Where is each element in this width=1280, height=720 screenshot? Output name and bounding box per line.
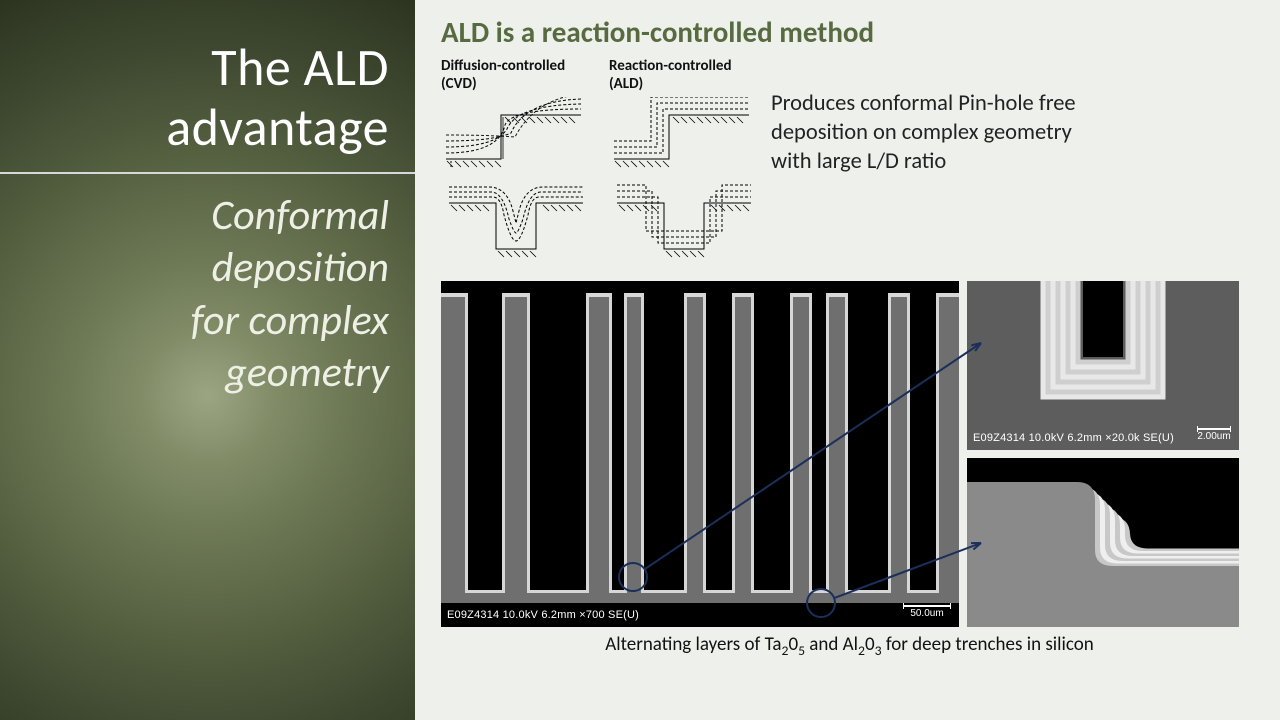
subtitle-line: Conformal (211, 190, 389, 241)
sem-main-scalebar: 50.0um (903, 605, 951, 619)
sem-detail-layers-icon (967, 281, 1239, 450)
sem-image-row: E09Z4314 10.0kV 6.2mm ×700 SE(U) 50.0um … (441, 281, 1258, 627)
ald-column: Reaction-controlled (ALD) (609, 58, 759, 267)
diagram-group: Diffusion-controlled (CVD) (441, 58, 759, 267)
cap-text: 0 (865, 633, 875, 656)
diagram-row: Diffusion-controlled (CVD) (441, 58, 1258, 267)
sem-detail-caption: E09Z4314 10.0kV 6.2mm ×20.0k SE(U) (973, 432, 1174, 444)
cap-text: for deep trenches in silicon (882, 633, 1094, 656)
sem-main-caption: E09Z4314 10.0kV 6.2mm ×700 SE(U) (447, 609, 639, 621)
bottom-caption: Alternating layers of Ta205 and Al203 fo… (441, 633, 1258, 659)
cvd-diagram-icon (441, 97, 591, 267)
sem-trenches-icon (441, 281, 959, 627)
sem-detail-bottom (967, 458, 1239, 627)
main-content: ALD is a reaction-controlled method Diff… (415, 0, 1280, 720)
sem-detail-top: E09Z4314 10.0kV 6.2mm ×20.0k SE(U) 2.00u… (967, 281, 1239, 450)
label-line: Diffusion-controlled (441, 57, 565, 75)
slide-subtitle: Conformal deposition for complex geometr… (0, 190, 415, 400)
cvd-label: Diffusion-controlled (CVD) (441, 58, 591, 93)
title-line: advantage (166, 95, 389, 159)
sem-detail-scale-label: 2.00um (1197, 431, 1230, 442)
sem-main-scale-label: 50.0um (910, 608, 943, 619)
cap-text: Alternating layers of Ta (605, 633, 781, 656)
sem-main-image: E09Z4314 10.0kV 6.2mm ×700 SE(U) 50.0um (441, 281, 959, 627)
cap-text: and Al (805, 633, 858, 656)
sem-detail-column: E09Z4314 10.0kV 6.2mm ×20.0k SE(U) 2.00u… (967, 281, 1239, 627)
cap-text: 0 (788, 633, 798, 656)
subtitle-line: geometry (225, 347, 389, 398)
cap-sub: 5 (798, 642, 805, 659)
ald-diagram-icon (609, 97, 759, 267)
cap-sub: 3 (875, 642, 882, 659)
sidebar-panel: The ALD advantage Conformal deposition f… (0, 0, 415, 720)
description-text: Produces conformal Pin-hole free deposit… (771, 58, 1081, 176)
label-line: Reaction-controlled (609, 57, 732, 75)
label-line: (CVD) (441, 75, 477, 93)
cap-sub: 2 (858, 642, 865, 659)
cvd-column: Diffusion-controlled (CVD) (441, 58, 591, 267)
sem-detail-scalebar: 2.00um (1197, 428, 1231, 442)
subtitle-line: deposition (212, 242, 389, 293)
slide-title: The ALD advantage (0, 38, 415, 158)
section-heading: ALD is a reaction-controlled method (441, 14, 1258, 50)
subtitle-line: for complex (191, 295, 389, 346)
label-line: (ALD) (609, 75, 643, 93)
title-line: The ALD (211, 35, 389, 99)
sem-detail-corner-icon (967, 458, 1239, 627)
ald-label: Reaction-controlled (ALD) (609, 58, 759, 93)
title-divider (0, 172, 415, 174)
